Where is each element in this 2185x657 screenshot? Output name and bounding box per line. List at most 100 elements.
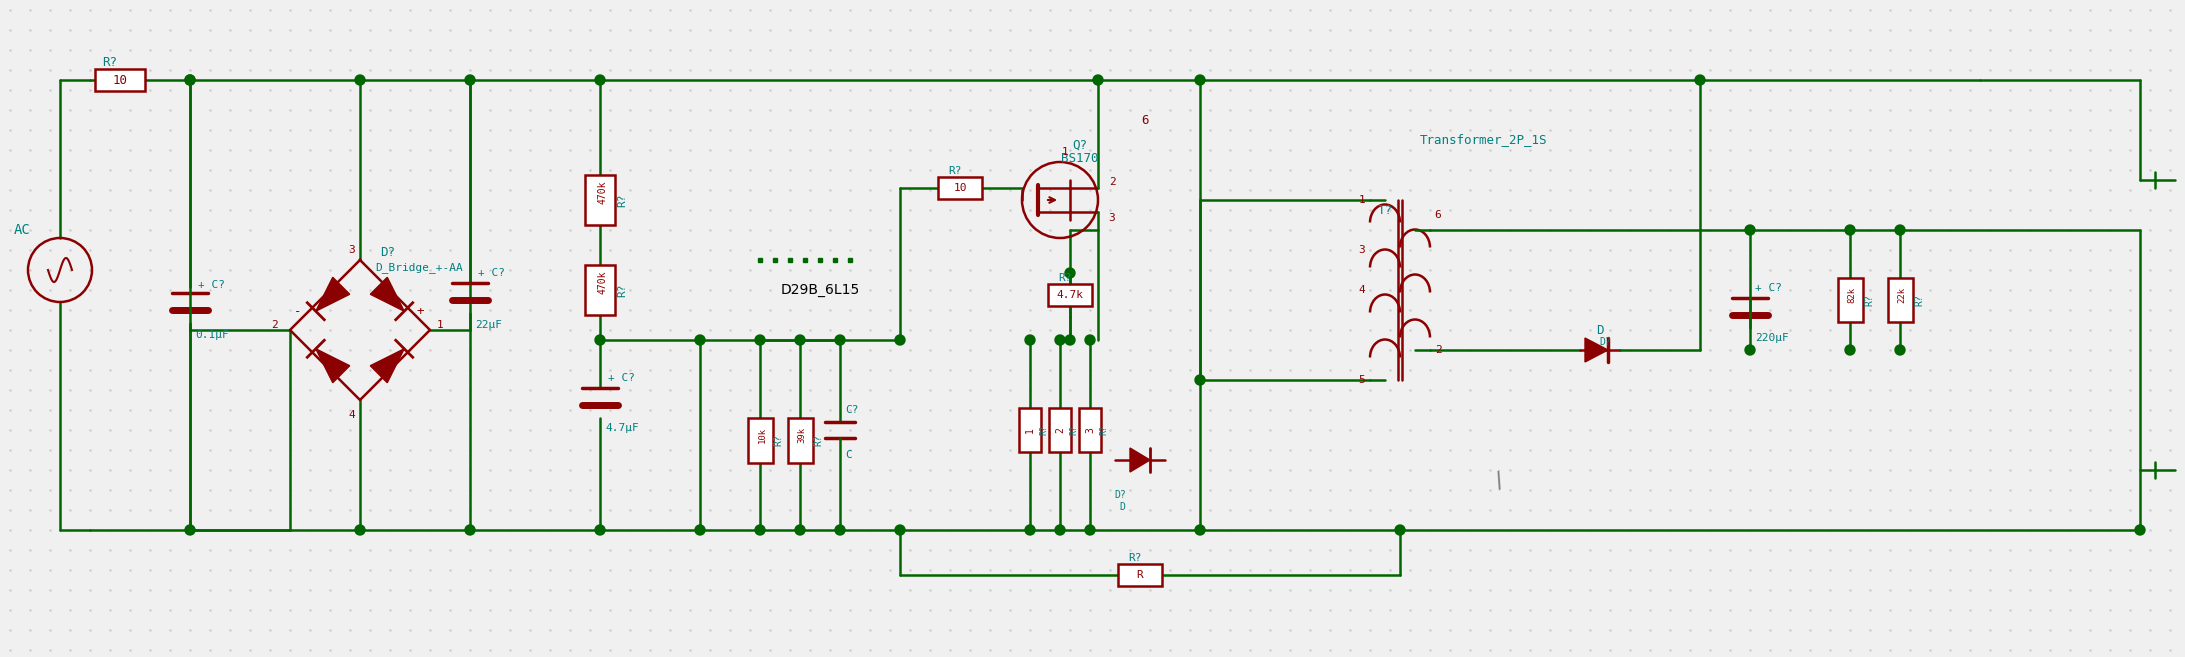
Text: 220μF: 220μF <box>1755 333 1790 343</box>
Circle shape <box>1844 225 1855 235</box>
Circle shape <box>896 335 905 345</box>
Circle shape <box>1086 525 1095 535</box>
Text: R?: R? <box>773 434 782 446</box>
Circle shape <box>1894 345 1905 355</box>
Circle shape <box>1025 525 1036 535</box>
Circle shape <box>795 525 804 535</box>
Bar <box>586 175 614 225</box>
Circle shape <box>1064 335 1075 345</box>
Text: Q?: Q? <box>1073 139 1088 152</box>
Text: -: - <box>295 306 302 319</box>
Circle shape <box>1086 335 1095 345</box>
Bar <box>1049 284 1092 306</box>
Polygon shape <box>369 277 404 311</box>
Text: 4: 4 <box>350 410 356 420</box>
Text: 2: 2 <box>271 320 277 330</box>
Text: 3: 3 <box>1086 427 1095 433</box>
Text: 0.1μF: 0.1μF <box>194 330 229 340</box>
Text: R?: R? <box>1058 273 1073 283</box>
Circle shape <box>1092 75 1103 85</box>
Text: R?: R? <box>1864 294 1875 306</box>
Text: R?: R? <box>813 434 824 446</box>
Text: 1: 1 <box>1359 195 1366 205</box>
Text: D: D <box>1597 323 1604 336</box>
Text: 1: 1 <box>437 320 444 330</box>
Circle shape <box>835 335 846 345</box>
Polygon shape <box>369 349 404 383</box>
Bar <box>1838 278 1862 322</box>
Text: /: / <box>1490 468 1510 492</box>
Circle shape <box>1195 375 1204 385</box>
Text: Transformer_2P_1S: Transformer_2P_1S <box>1420 133 1547 147</box>
Circle shape <box>1894 225 1905 235</box>
Circle shape <box>1746 225 1755 235</box>
Text: 2: 2 <box>1108 177 1114 187</box>
Circle shape <box>835 525 846 535</box>
Text: R?: R? <box>616 193 627 207</box>
Bar <box>586 265 614 315</box>
Text: 5: 5 <box>1359 375 1366 385</box>
Circle shape <box>186 75 194 85</box>
Circle shape <box>896 525 905 535</box>
Text: 22μF: 22μF <box>474 320 503 330</box>
Circle shape <box>186 75 194 85</box>
Text: R?: R? <box>1914 294 1925 306</box>
Text: 6: 6 <box>1436 210 1442 220</box>
Text: 6: 6 <box>1141 114 1149 127</box>
Text: 3: 3 <box>1108 213 1114 223</box>
Text: 3: 3 <box>1359 245 1366 255</box>
Circle shape <box>695 525 706 535</box>
Bar <box>747 417 773 463</box>
Polygon shape <box>317 277 350 311</box>
Bar <box>1049 408 1071 452</box>
Text: BS170: BS170 <box>1062 152 1099 164</box>
Text: + C?: + C? <box>1755 283 1783 293</box>
Circle shape <box>465 525 474 535</box>
Text: 10k: 10k <box>758 427 767 443</box>
Text: R?: R? <box>1068 425 1079 435</box>
Text: 1: 1 <box>1025 427 1036 433</box>
Text: D?: D? <box>1599 337 1610 347</box>
Polygon shape <box>1130 448 1149 472</box>
Circle shape <box>594 75 605 85</box>
Text: AC: AC <box>13 223 31 237</box>
Circle shape <box>1055 525 1064 535</box>
Text: + C?: + C? <box>199 280 225 290</box>
Bar <box>937 177 981 199</box>
Text: + C?: + C? <box>607 373 636 383</box>
Text: D?: D? <box>1114 490 1125 500</box>
Circle shape <box>1055 335 1064 345</box>
Text: 3: 3 <box>350 245 356 255</box>
Circle shape <box>1025 335 1036 345</box>
Text: D: D <box>1119 502 1125 512</box>
Circle shape <box>1394 525 1405 535</box>
Circle shape <box>465 75 474 85</box>
Circle shape <box>1746 345 1755 355</box>
Circle shape <box>695 335 706 345</box>
Text: C: C <box>846 450 852 460</box>
Circle shape <box>594 525 605 535</box>
Bar <box>94 69 144 91</box>
Text: 470k: 470k <box>597 270 607 294</box>
Text: R?: R? <box>616 283 627 297</box>
Text: 470k: 470k <box>597 180 607 204</box>
Circle shape <box>756 335 765 345</box>
Bar <box>1018 408 1040 452</box>
Text: D?: D? <box>380 246 395 258</box>
Circle shape <box>1195 525 1204 535</box>
Circle shape <box>354 525 365 535</box>
Text: 4.7μF: 4.7μF <box>605 423 638 433</box>
Circle shape <box>594 335 605 345</box>
Bar <box>787 417 813 463</box>
Text: D_Bridge_+-AA: D_Bridge_+-AA <box>376 263 463 273</box>
Text: C?: C? <box>846 405 859 415</box>
Circle shape <box>1064 268 1075 278</box>
Text: D29B_6L15: D29B_6L15 <box>780 283 859 297</box>
Text: 82k: 82k <box>1849 287 1857 303</box>
Text: 4: 4 <box>1359 285 1366 295</box>
Text: 2: 2 <box>1436 345 1442 355</box>
Text: 10: 10 <box>111 74 127 87</box>
Text: 10: 10 <box>953 183 966 193</box>
Circle shape <box>1844 345 1855 355</box>
Circle shape <box>795 335 804 345</box>
